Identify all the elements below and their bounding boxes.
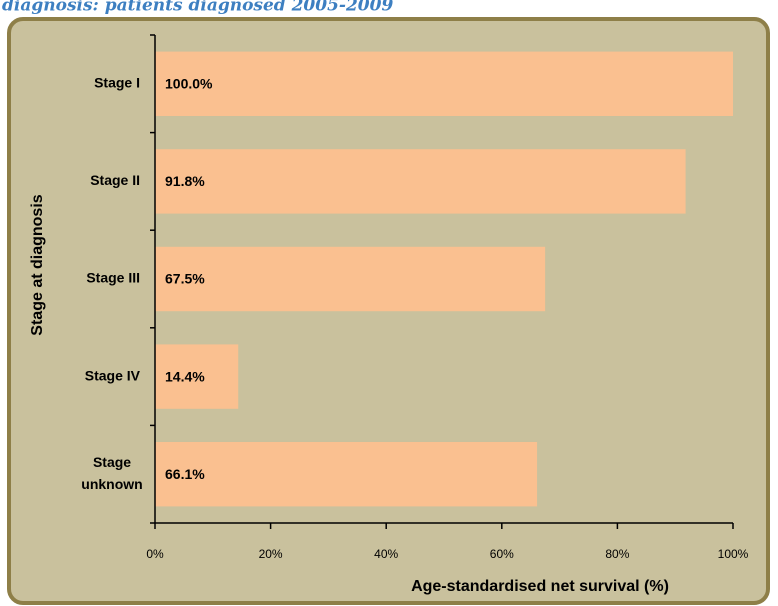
bar	[155, 246, 546, 312]
value-label: 67.5%	[165, 271, 205, 287]
y-tick-label: Stage IV	[85, 367, 141, 383]
y-tick-label: Stage II	[90, 172, 140, 188]
chart-title: diagnosis: patients diagnosed 2005-2009	[2, 0, 393, 16]
value-label: 91.8%	[165, 173, 205, 189]
x-axis-label: Age-standardised net survival (%)	[411, 578, 669, 595]
x-tick-label: 60%	[490, 547, 514, 561]
y-axis-label: Stage at diagnosis	[29, 194, 46, 335]
bar	[155, 149, 686, 214]
bar	[155, 344, 239, 409]
bar	[155, 51, 733, 117]
x-tick-label: 80%	[605, 547, 629, 561]
bar	[155, 441, 538, 507]
value-label: 66.1%	[165, 466, 205, 482]
label-line: unknown	[81, 476, 142, 492]
y-tick-label: Stage unknown	[81, 454, 142, 492]
label-line: Stage	[93, 454, 131, 470]
value-label: 100.0%	[165, 76, 213, 92]
x-tick-label: 0%	[146, 547, 164, 561]
y-tick-label: Stage III	[86, 270, 140, 286]
x-tick-label: 40%	[374, 547, 398, 561]
x-tick-label: 100%	[718, 547, 749, 561]
x-tick-label: 20%	[259, 547, 283, 561]
value-label: 14.4%	[165, 368, 205, 384]
y-tick-label: Stage I	[94, 75, 140, 91]
